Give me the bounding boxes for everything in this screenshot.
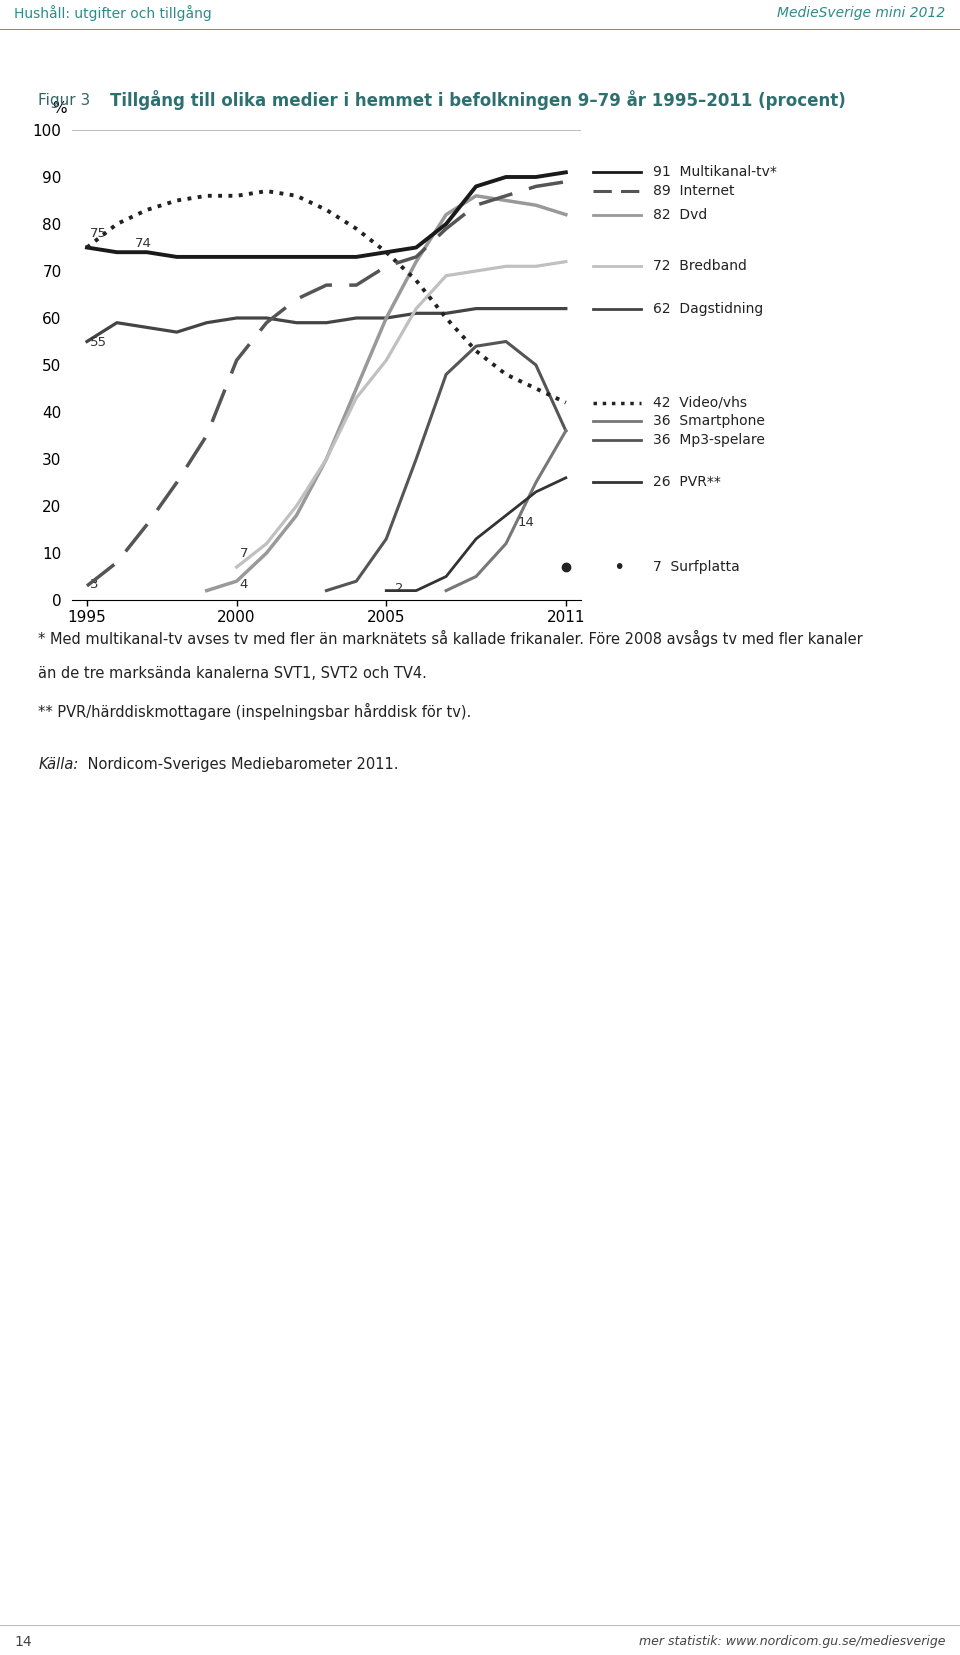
Text: Nordicom-Sveriges Mediebarometer 2011.: Nordicom-Sveriges Mediebarometer 2011.	[83, 758, 398, 773]
Text: 7  Surfplatta: 7 Surfplatta	[653, 559, 739, 574]
Text: Hushåll: utgifter och tillgång: Hushåll: utgifter och tillgång	[14, 5, 212, 22]
Text: 36  Smartphone: 36 Smartphone	[653, 414, 765, 429]
Text: 2: 2	[396, 583, 404, 596]
Text: 55: 55	[90, 336, 107, 349]
Text: mer statistik: www.nordicom.gu.se/mediesverige: mer statistik: www.nordicom.gu.se/medies…	[639, 1635, 946, 1648]
Text: 7: 7	[240, 548, 248, 559]
Text: Figur 3: Figur 3	[38, 93, 90, 108]
Text: 42  Video/vhs: 42 Video/vhs	[653, 396, 747, 409]
Text: 62  Dagstidning: 62 Dagstidning	[653, 301, 763, 316]
Text: 4: 4	[240, 578, 248, 591]
Text: %: %	[52, 101, 67, 116]
Text: ** PVR/härddiskmottagare (inspelningsbar hårddisk för tv).: ** PVR/härddiskmottagare (inspelningsbar…	[38, 703, 471, 720]
Text: 89  Internet: 89 Internet	[653, 184, 734, 199]
Text: * Med multikanal-tv avses tv med fler än marknätets så kallade frikanaler. Före : * Med multikanal-tv avses tv med fler än…	[38, 631, 863, 647]
Text: 14: 14	[518, 516, 535, 530]
Text: Källa:: Källa:	[38, 758, 79, 773]
Text: 72  Bredband: 72 Bredband	[653, 260, 747, 273]
Text: MedieSverige mini 2012: MedieSverige mini 2012	[778, 7, 946, 20]
Text: Tillgång till olika medier i hemmet i befolkningen 9–79 år 1995–2011 (procent): Tillgång till olika medier i hemmet i be…	[110, 89, 846, 109]
Text: 36  Mp3-spelare: 36 Mp3-spelare	[653, 434, 765, 447]
Text: 82  Dvd: 82 Dvd	[653, 207, 708, 222]
Text: 26  PVR**: 26 PVR**	[653, 475, 721, 490]
Text: 74: 74	[134, 237, 152, 250]
Text: än de tre marksända kanalerna SVT1, SVT2 och TV4.: än de tre marksända kanalerna SVT1, SVT2…	[38, 667, 427, 682]
Text: •: •	[613, 558, 625, 576]
Text: 75: 75	[90, 227, 107, 240]
Text: 14: 14	[14, 1635, 32, 1648]
Text: 3: 3	[90, 578, 99, 591]
Text: 91  Multikanal-tv*: 91 Multikanal-tv*	[653, 166, 777, 179]
